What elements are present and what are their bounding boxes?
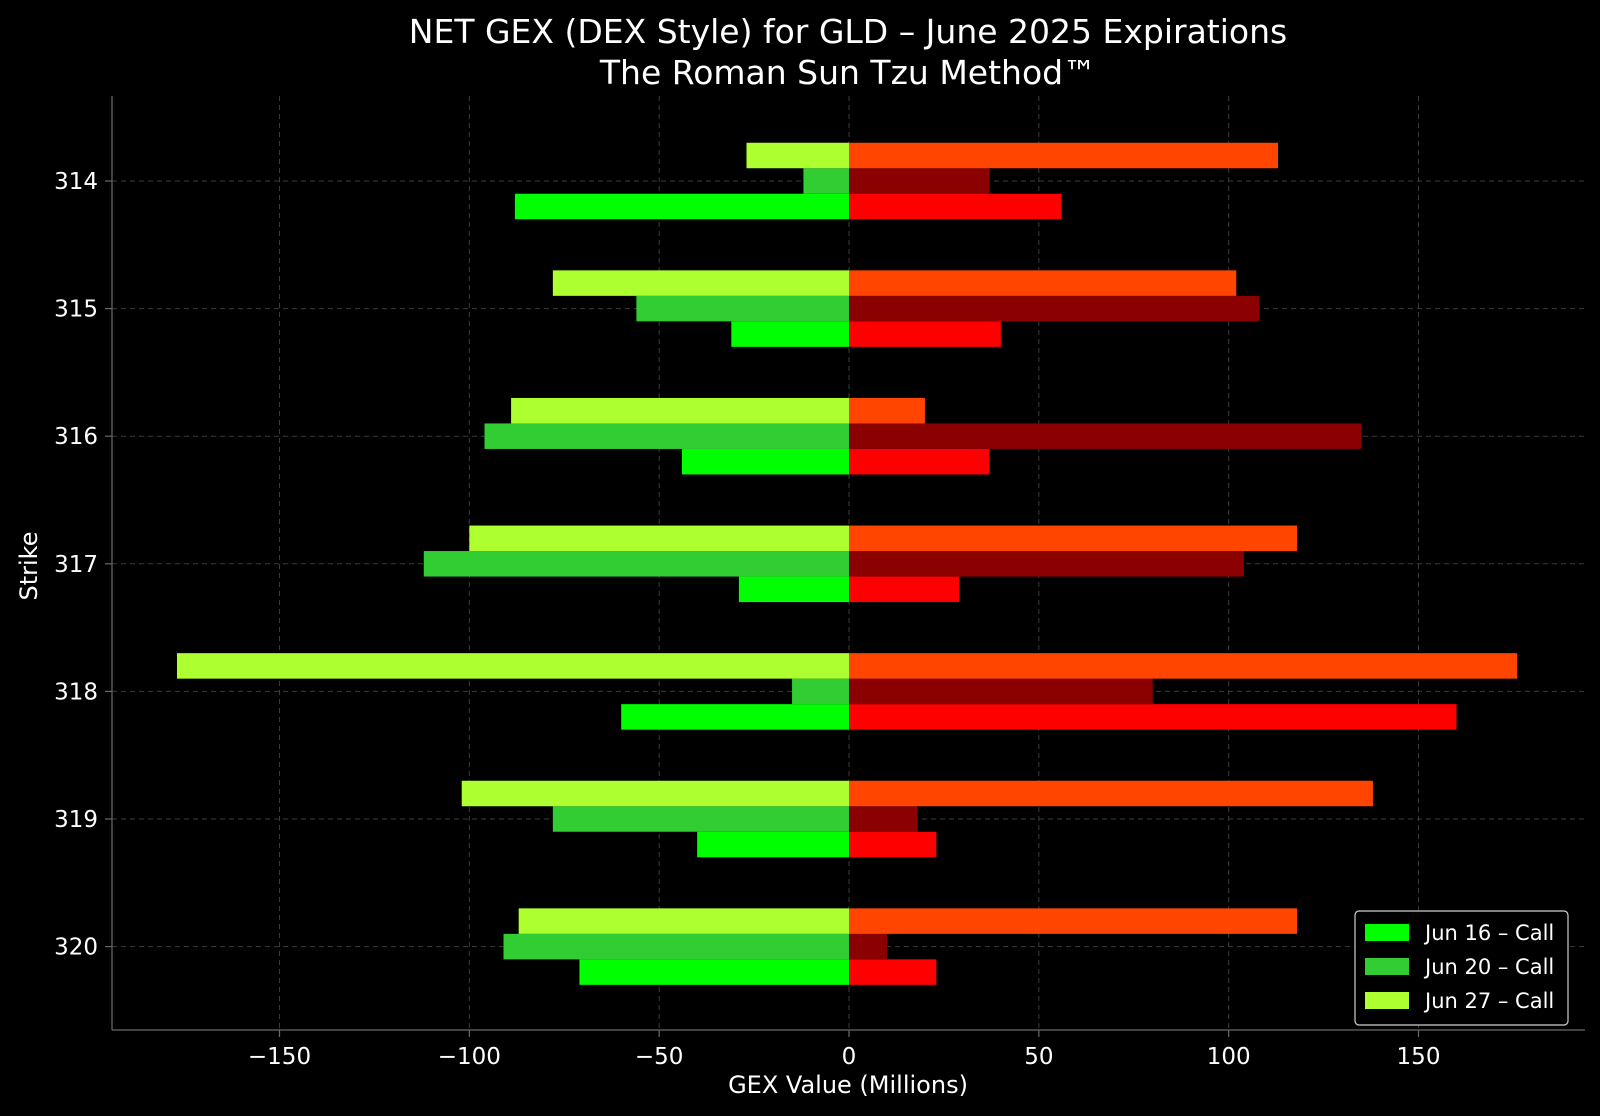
bar-series-3-strike-315 — [849, 321, 1001, 347]
x-tick-label: 100 — [1207, 1044, 1251, 1070]
y-tick-label: 317 — [54, 552, 98, 578]
bar-series-0-strike-318 — [621, 704, 849, 730]
x-tick-label: 0 — [842, 1044, 857, 1070]
bar-series-4-strike-320 — [849, 933, 887, 960]
bar-series-0-strike-316 — [681, 448, 849, 475]
bar-series-4-strike-319 — [849, 806, 918, 832]
bars-layer — [176, 142, 1518, 985]
bar-series-3-strike-320 — [849, 959, 937, 985]
bar-series-0-strike-317 — [738, 576, 849, 603]
bar-series-3-strike-319 — [849, 831, 937, 858]
x-tick-label: 50 — [1024, 1044, 1053, 1070]
bar-series-1-strike-315 — [636, 295, 849, 322]
y-tick-label: 319 — [54, 807, 98, 833]
bar-series-1-strike-316 — [484, 423, 849, 449]
bar-series-0-strike-315 — [731, 321, 849, 347]
legend-entry-label: Jun 20 – Call — [1423, 955, 1554, 979]
bar-series-2-strike-320 — [518, 908, 849, 934]
bar-series-2-strike-316 — [511, 397, 849, 424]
chart-subtitle: The Roman Sun Tzu Method™ — [599, 53, 1096, 92]
bar-series-1-strike-320 — [503, 933, 849, 960]
y-axis-label: Strike — [15, 532, 43, 601]
legend-swatch — [1365, 992, 1409, 1009]
x-tick-label: −100 — [438, 1044, 501, 1070]
bar-series-0-strike-314 — [514, 193, 849, 220]
x-axis-label: GEX Value (Millions) — [728, 1071, 968, 1099]
bar-series-5-strike-314 — [849, 142, 1279, 169]
bar-series-0-strike-320 — [579, 959, 849, 985]
bar-series-1-strike-317 — [423, 551, 849, 577]
bar-series-1-strike-314 — [803, 168, 849, 194]
bar-series-0-strike-319 — [697, 831, 849, 858]
chart-title: NET GEX (DEX Style) for GLD – June 2025 … — [409, 12, 1287, 51]
bar-series-4-strike-318 — [849, 678, 1153, 705]
x-tick-label: −50 — [635, 1044, 684, 1070]
bar-series-2-strike-314 — [746, 142, 849, 169]
bar-series-4-strike-315 — [849, 295, 1260, 322]
legend: Jun 16 – Call Jun 20 – Call Jun 27 – Call — [1354, 910, 1569, 1026]
bar-series-2-strike-315 — [552, 270, 849, 296]
bar-series-3-strike-314 — [849, 193, 1062, 220]
x-tick-label: 150 — [1397, 1044, 1441, 1070]
bar-series-1-strike-318 — [792, 678, 849, 705]
bar-series-5-strike-319 — [849, 780, 1373, 807]
legend-entry-label: Jun 16 – Call — [1423, 921, 1554, 945]
legend-swatch — [1365, 924, 1409, 941]
bar-series-5-strike-320 — [849, 908, 1298, 934]
axes-layer: −150 −100 −50 0 50 100 150 314 315 316 317 318 319 32… — [54, 96, 1585, 1070]
bar-series-2-strike-318 — [176, 653, 849, 679]
bar-series-5-strike-316 — [849, 397, 925, 424]
legend-swatch — [1365, 958, 1409, 975]
y-tick-label: 318 — [54, 679, 98, 705]
bar-series-2-strike-319 — [461, 780, 849, 807]
bar-series-5-strike-315 — [849, 270, 1237, 296]
bar-series-3-strike-318 — [849, 704, 1457, 730]
bar-series-4-strike-314 — [849, 168, 990, 194]
bar-series-5-strike-318 — [849, 653, 1518, 679]
legend-entry-label: Jun 27 – Call — [1423, 989, 1554, 1013]
bar-series-3-strike-316 — [849, 448, 990, 475]
y-tick-label: 315 — [54, 297, 98, 323]
y-tick-label: 320 — [54, 935, 98, 961]
bar-series-5-strike-317 — [849, 525, 1298, 552]
bar-series-2-strike-317 — [469, 525, 849, 552]
bar-series-1-strike-319 — [552, 806, 849, 832]
x-tick-label: −150 — [248, 1044, 311, 1070]
bar-series-4-strike-317 — [849, 551, 1244, 577]
bar-series-4-strike-316 — [849, 423, 1362, 449]
y-tick-label: 316 — [54, 424, 98, 450]
bar-series-3-strike-317 — [849, 576, 960, 603]
y-tick-label: 314 — [54, 169, 98, 195]
